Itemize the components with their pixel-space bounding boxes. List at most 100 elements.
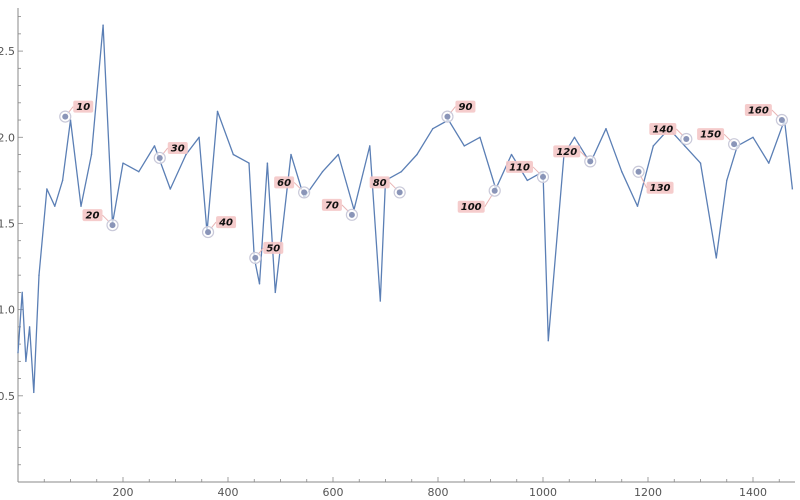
- ticks: 200 400 600 800 1000 1200 1400 0.5 1.0 1.5 2.0 2.5: [0, 16, 780, 499]
- callout-box: [321, 198, 342, 211]
- series-point: [25, 360, 27, 363]
- callout-box: [73, 100, 94, 113]
- series-point: [169, 188, 172, 190]
- callout-marker: [301, 189, 308, 196]
- callout-box: [506, 160, 533, 173]
- series-point: [573, 136, 576, 139]
- x-tick-label: 1400: [739, 486, 767, 499]
- series-point: [46, 188, 48, 190]
- y-tick-label: 1.0: [0, 304, 15, 317]
- series-point: [479, 136, 481, 139]
- series-point: [463, 145, 466, 147]
- callout-label: 110: [509, 162, 530, 173]
- series-point: [32, 391, 35, 394]
- series-point: [400, 170, 403, 173]
- y-tick-label: 2.0: [0, 131, 15, 144]
- series-point: [321, 170, 324, 173]
- series-point: [248, 162, 250, 164]
- series-point: [216, 110, 219, 113]
- callout-label: 120: [556, 147, 577, 158]
- callout-label: 20: [86, 211, 100, 222]
- callout-label: 60: [277, 178, 291, 189]
- callout-label: 100: [461, 202, 482, 213]
- callout: 10: [59, 100, 94, 123]
- callout: 60: [274, 176, 311, 199]
- series-point: [683, 145, 686, 147]
- series-point: [122, 162, 124, 164]
- y-tick-label: 0.5: [0, 390, 15, 403]
- callout-label: 40: [218, 218, 233, 229]
- series-point: [17, 351, 19, 354]
- x-tick-label: 600: [323, 486, 344, 499]
- callout-label: 70: [325, 200, 339, 211]
- callout-label: 150: [700, 130, 721, 141]
- callout-marker: [156, 154, 163, 161]
- callout-label: 130: [650, 183, 671, 194]
- series-point: [80, 205, 82, 208]
- callout: 130: [632, 165, 674, 194]
- series-point: [274, 291, 277, 294]
- callout-marker: [683, 135, 690, 142]
- callout-box: [649, 122, 677, 135]
- callout: 140: [649, 122, 693, 146]
- series-point: [28, 326, 31, 328]
- callout-box: [646, 181, 674, 194]
- callout: 100: [457, 184, 501, 213]
- series-point: [636, 205, 639, 208]
- callout-marker: [540, 173, 546, 180]
- callout-label: 160: [748, 106, 769, 117]
- callout: 70: [321, 198, 358, 221]
- series-point: [137, 170, 140, 173]
- x-tick-label: 800: [428, 486, 449, 499]
- series-point: [725, 179, 728, 182]
- series-layer: [17, 24, 794, 394]
- series-point: [38, 274, 40, 276]
- series-point: [21, 291, 24, 294]
- callout-marker: [205, 229, 212, 236]
- callout-box: [216, 216, 237, 229]
- callout-marker: [731, 141, 738, 148]
- series-point: [53, 205, 56, 208]
- callout-marker: [348, 211, 355, 218]
- series-point: [510, 153, 513, 156]
- callout: 150: [697, 128, 741, 151]
- callout-box: [553, 145, 581, 158]
- callout: 30: [153, 141, 188, 165]
- callout-marker: [252, 254, 259, 261]
- series-point: [266, 162, 269, 164]
- series-point: [620, 170, 623, 173]
- series-point: [90, 153, 93, 156]
- series-point: [61, 179, 64, 182]
- callout-marker: [109, 222, 116, 229]
- series-point: [198, 136, 200, 139]
- callout-marker: [778, 117, 785, 124]
- series-point: [258, 282, 261, 285]
- series-point: [102, 24, 104, 27]
- x-tick-label: 200: [113, 486, 134, 499]
- series-point: [699, 162, 702, 164]
- callout-label: 90: [458, 102, 472, 113]
- series-point: [547, 339, 550, 342]
- series-point: [791, 188, 794, 190]
- callout: 110: [506, 160, 550, 184]
- series-point: [526, 179, 529, 182]
- callout-marker: [444, 113, 451, 120]
- callouts: 10 20 30 40 50 60 70 80 90 100 110 120 130 140 150 160: [59, 100, 788, 265]
- callout-box: [697, 128, 725, 141]
- series-point: [605, 127, 607, 130]
- series-point: [290, 153, 292, 156]
- callout-box: [369, 176, 390, 189]
- y-tick-label: 1.5: [0, 217, 15, 230]
- x-tick-label: 1000: [529, 486, 557, 499]
- callout-label: 80: [373, 178, 387, 189]
- series-point: [153, 145, 156, 147]
- series-point: [752, 136, 754, 139]
- callout-label: 30: [171, 143, 185, 154]
- callout-box: [744, 104, 772, 117]
- series-point: [368, 145, 371, 147]
- callout-box: [167, 141, 188, 154]
- callout-box: [457, 200, 485, 213]
- series-point: [379, 300, 382, 302]
- callout-box: [263, 241, 284, 254]
- callout-marker: [587, 158, 594, 165]
